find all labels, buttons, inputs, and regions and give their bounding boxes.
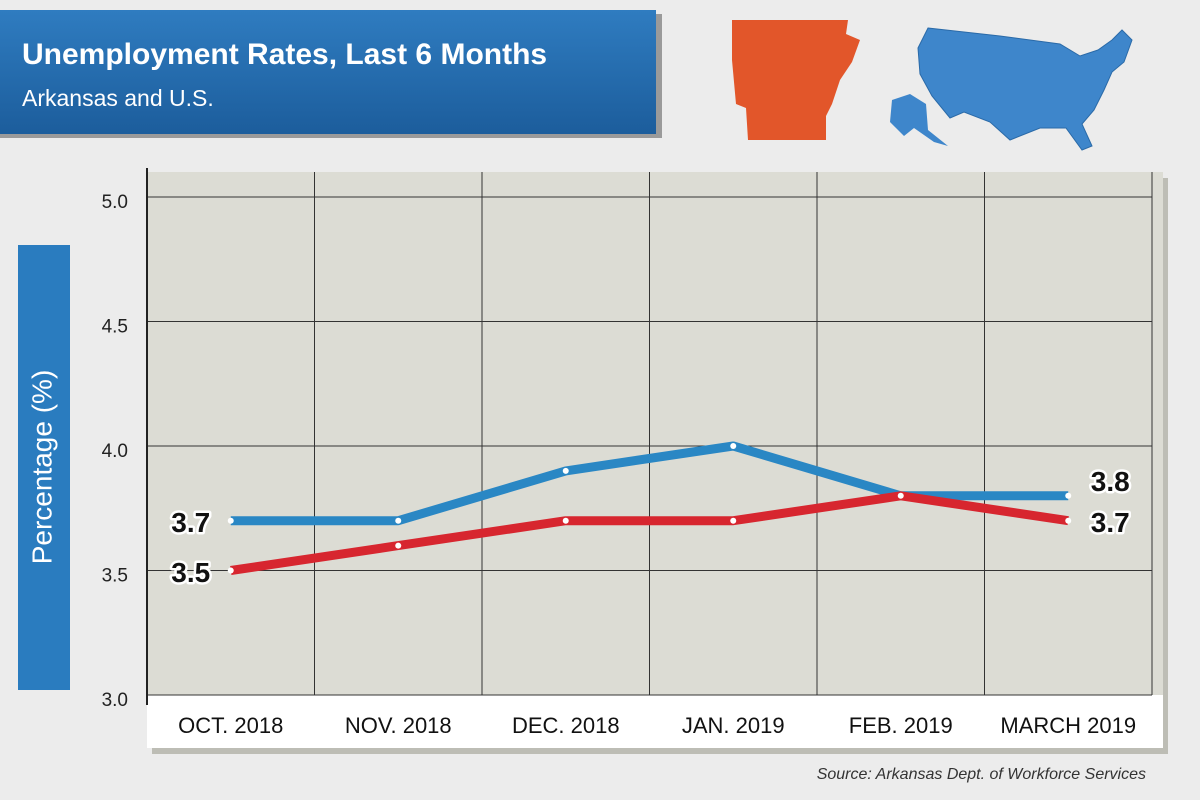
data-point [1065, 517, 1072, 524]
data-point [730, 517, 737, 524]
y-axis-label: Percentage (%) [26, 370, 57, 565]
data-label: 3.5 [171, 557, 210, 588]
data-point [730, 443, 737, 449]
plot-area [147, 172, 1163, 695]
y-tick-label: 4.5 [102, 317, 128, 338]
x-tick-label: DEC. 2018 [512, 713, 620, 738]
data-point [562, 467, 569, 474]
data-point [395, 517, 402, 524]
y-tick-label: 5.0 [102, 192, 128, 213]
y-tick-label: 4.0 [102, 441, 128, 462]
x-tick-label: FEB. 2019 [849, 713, 953, 738]
x-tick-label: NOV. 2018 [345, 713, 452, 738]
source-note: Source: Arkansas Dept. of Workforce Serv… [817, 766, 1146, 783]
y-label-box [18, 245, 70, 690]
data-point [395, 542, 402, 549]
plot: 3.0 3.5 4.0 4.5 5.0 OCT. 2018 NOV. 2018 DEC. 20… [102, 168, 1153, 738]
title-banner [0, 10, 656, 134]
x-tick-label: MARCH 2019 [1000, 713, 1136, 738]
x-tick-label: JAN. 2019 [682, 713, 785, 738]
x-tick-label: OCT. 2018 [178, 713, 283, 738]
chart-subtitle: Arkansas and U.S. [22, 85, 214, 111]
data-point [1065, 492, 1072, 499]
data-label: 3.8 [1091, 466, 1130, 497]
data-point [562, 517, 569, 524]
data-label: 3.7 [171, 507, 210, 538]
chart-title: Unemployment Rates, Last 6 Months [22, 38, 547, 71]
arkansas-map [732, 20, 860, 140]
us-map [917, 27, 1133, 151]
data-point [897, 492, 904, 499]
series-line [230, 491, 1069, 575]
data-point [227, 517, 234, 524]
alaska-map [890, 94, 948, 146]
y-tick-label: 3.5 [102, 566, 128, 587]
y-tick-label: 3.0 [102, 690, 128, 711]
data-point [227, 567, 234, 574]
data-label: 3.7 [1091, 507, 1130, 538]
